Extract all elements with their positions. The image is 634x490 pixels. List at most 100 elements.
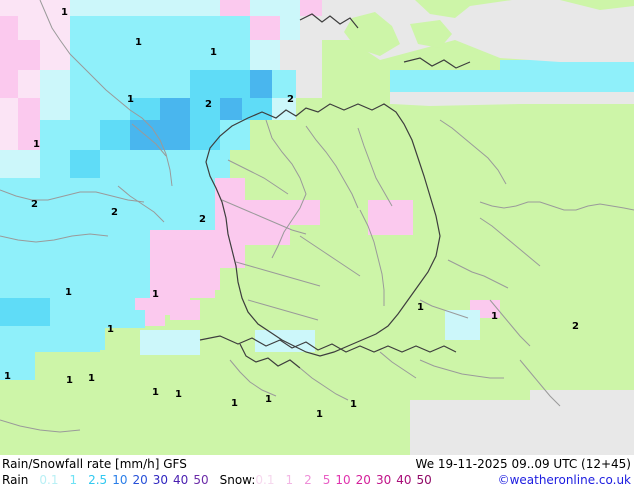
precip-color-scale: Rain 0.1 1 2.5 10 20 30 40 50 Snow:0.1 1 2 5 10 20 30 40…	[2, 474, 432, 488]
precip-cell	[368, 200, 413, 235]
precip-value-label: 1	[66, 375, 73, 386]
rain-scale-value-30: 30	[152, 473, 169, 487]
precip-value-label: 1	[61, 7, 68, 18]
precip-value-label: 2	[205, 99, 212, 110]
precip-cell	[300, 0, 322, 16]
precip-cell	[40, 70, 70, 98]
precip-cell	[0, 298, 50, 326]
precip-value-label: 1	[417, 302, 424, 313]
weather-map[interactable]: 111111111122112222211111111	[0, 0, 634, 455]
precip-cell	[242, 98, 272, 120]
precip-value-label: 1	[175, 389, 182, 400]
precip-cell	[190, 98, 220, 120]
regional-borders	[0, 0, 634, 433]
snow-scale-value-2: 2	[304, 473, 312, 487]
precip-cell	[445, 310, 480, 340]
snow-scale-value-30: 30	[375, 473, 392, 487]
precip-cell	[240, 225, 290, 245]
snow-scale-label: Snow:	[219, 473, 256, 487]
national-borders	[199, 13, 471, 369]
precip-cell	[300, 16, 322, 40]
precip-cell	[70, 0, 100, 16]
precip-value-label: 1	[33, 139, 40, 150]
legend-footer: Rain/Snowfall rate [mm/h] GFS We 19-11-2…	[0, 455, 634, 490]
precip-value-labels: 111111111122112222211111111	[4, 7, 579, 420]
legend-title: Rain/Snowfall rate [mm/h] GFS	[2, 457, 187, 471]
precip-cell	[250, 16, 280, 40]
precip-cell	[100, 178, 190, 208]
precip-cell	[272, 70, 296, 98]
sea-shapes	[322, 0, 634, 106]
precip-cell	[222, 225, 242, 260]
precip-cell	[70, 120, 100, 150]
rain-scale-value-2_5: 2.5	[88, 473, 108, 487]
land-shapes	[344, 0, 634, 56]
precip-cell	[70, 98, 130, 120]
precip-cell	[272, 98, 296, 120]
precip-cell	[170, 300, 200, 320]
precip-cell	[100, 0, 130, 16]
precip-cell	[0, 0, 18, 16]
precip-cell	[100, 150, 160, 178]
precip-cell	[70, 150, 100, 178]
precip-cell	[100, 120, 130, 150]
rain-scale-value-0_1: 0.1	[39, 473, 59, 487]
precip-cell	[190, 120, 220, 150]
rain-scale-value-20: 20	[132, 473, 148, 487]
precip-cell	[296, 70, 322, 98]
snow-scale-value-40: 40	[396, 473, 412, 487]
precip-cell	[160, 120, 190, 150]
precip-cell	[0, 16, 18, 40]
precip-cell	[265, 352, 315, 360]
precip-cell	[40, 40, 70, 70]
precip-value-label: 1	[231, 398, 238, 409]
precip-cell	[100, 310, 145, 328]
precip-cell	[150, 230, 220, 290]
snow-scale-value-1: 1	[285, 473, 294, 487]
precip-value-label: 1	[127, 94, 134, 105]
precip-cell	[70, 40, 220, 70]
precip-value-label: 1	[152, 289, 159, 300]
precip-value-label: 2	[572, 321, 579, 332]
snow-scale-values: 0.1 1 2 5 10 20 30 40 50	[255, 473, 431, 487]
precip-cell	[390, 70, 500, 92]
snow-scale-value-10: 10	[335, 473, 351, 487]
precip-value-label: 1	[88, 373, 95, 384]
precip-cell	[0, 70, 18, 98]
precip-cell	[190, 70, 220, 98]
precip-cell	[0, 268, 150, 298]
precip-value-label: 1	[210, 47, 217, 58]
forecast-timestamp: We 19-11-2025 09..09 UTC (12+45)	[415, 457, 631, 471]
snow-scale-value-0_1: 0.1	[255, 473, 275, 487]
rain-scale-values: 0.1 1 2.5 10 20 30 40 50	[39, 473, 208, 487]
precip-cell	[280, 16, 300, 40]
precip-cell	[0, 40, 18, 70]
precip-value-label: 1	[350, 399, 357, 410]
precip-value-label: 1	[265, 394, 272, 405]
precip-value-label: 1	[152, 387, 159, 398]
precip-value-label: 2	[31, 199, 38, 210]
precip-cell	[280, 40, 322, 70]
precip-cell	[160, 0, 190, 16]
precip-cell	[70, 16, 220, 40]
precip-cell	[190, 178, 215, 208]
precip-cell	[40, 98, 70, 120]
precip-cell	[500, 60, 634, 92]
precip-cell	[18, 120, 40, 150]
precip-value-label: 1	[491, 311, 498, 322]
precip-cell	[0, 352, 35, 380]
precip-cell	[0, 150, 40, 178]
precip-cell	[0, 238, 160, 268]
precip-cell	[130, 0, 160, 16]
precip-cell	[290, 200, 320, 225]
precip-cell	[190, 150, 230, 178]
precip-cell	[0, 326, 40, 352]
precip-cell	[220, 40, 250, 70]
snow-scale-value-5: 5	[322, 473, 331, 487]
precip-cell	[18, 70, 40, 98]
precip-value-label: 1	[4, 371, 11, 382]
precip-cell	[40, 0, 70, 16]
precip-cell	[530, 390, 634, 455]
precip-value-label: 1	[65, 287, 72, 298]
precip-cell	[18, 0, 40, 16]
